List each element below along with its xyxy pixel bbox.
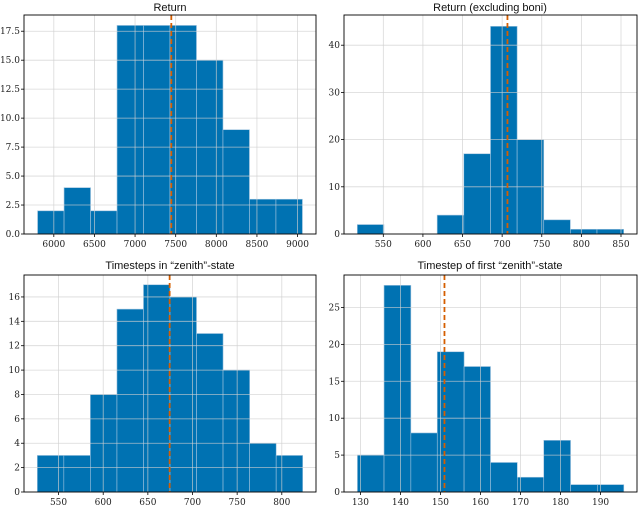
panel-4-bar xyxy=(517,476,545,493)
panel-4-bar xyxy=(597,484,625,493)
panel-2-bar xyxy=(543,219,571,235)
panel-4-y-tick-label: 20 xyxy=(329,340,341,350)
panel-3-title: Timesteps in “zenith”-state xyxy=(105,260,234,272)
panel-3-y-tick-label: 4 xyxy=(14,439,20,449)
panel-4-x-tick-label: 170 xyxy=(512,498,529,506)
panel-3-bar xyxy=(63,455,91,493)
panel-1-x-tick-label: 7000 xyxy=(124,240,147,250)
panel-3-y-tick-label: 6 xyxy=(14,415,20,425)
panel-1-bar xyxy=(116,25,144,235)
panel-2-x-tick-label: 750 xyxy=(533,240,550,250)
panel-2-x-tick-label: 700 xyxy=(494,240,511,250)
panel-3-x-tick-label: 800 xyxy=(273,498,290,506)
panel-2-bar xyxy=(596,228,624,235)
panel-1-bar xyxy=(249,198,277,235)
panel-3-y-tick-label: 8 xyxy=(14,390,20,400)
panel-4-y-tick-label: 0 xyxy=(334,488,340,498)
panel-1-y-tick-label: 10.0 xyxy=(0,114,20,124)
panel-4-y-tick-label: 10 xyxy=(329,414,341,424)
panel-4-x-tick-label: 160 xyxy=(472,498,489,506)
panel-4-x-tick-label: 140 xyxy=(392,498,409,506)
panel-1-bar xyxy=(275,198,303,235)
panel-4-title: Timestep of first “zenith”-state xyxy=(417,260,562,272)
panel-4-x-tick-label: 190 xyxy=(592,498,609,506)
panel-2-bar xyxy=(463,153,491,235)
panel-2-y-tick-label: 10 xyxy=(329,183,341,193)
panel-1-x-tick-label: 8500 xyxy=(245,240,268,250)
panel-3-bar xyxy=(196,333,224,493)
panel-2-y-tick-label: 0 xyxy=(334,230,340,240)
panel-4-bar xyxy=(490,462,518,493)
panel-4-bar xyxy=(383,285,412,493)
panel-1-y-tick-label: 0.0 xyxy=(6,230,21,240)
panel-1-bar xyxy=(169,25,197,235)
panel-1-axes-frame xyxy=(23,14,317,235)
panel-2-x-tick-label: 600 xyxy=(414,240,431,250)
panel-3-x-tick-label: 550 xyxy=(50,498,67,506)
panel-3-bar xyxy=(275,455,303,493)
panel-1-x-tick-label: 6000 xyxy=(42,240,65,250)
panel-3-y-tick-label: 10 xyxy=(9,366,21,376)
panel-4-x-tick-label: 150 xyxy=(432,498,449,506)
panel-4-bar xyxy=(436,351,465,493)
panel-1-bar xyxy=(143,25,171,235)
panel-2-bar xyxy=(357,224,385,235)
panel-1-bar xyxy=(222,129,250,235)
panel-4-bar xyxy=(570,484,598,493)
panel-2-title: Return (excluding boni) xyxy=(433,2,547,14)
panel-4-bar xyxy=(410,432,438,493)
panel-3-y-tick-label: 12 xyxy=(9,342,20,352)
panel-4-bar xyxy=(463,366,491,493)
panel-1-x-tick-label: 7500 xyxy=(164,240,187,250)
panel-3-x-tick-label: 750 xyxy=(229,498,246,506)
panel-3-bar xyxy=(37,455,65,493)
panel-3-y-tick-label: 0 xyxy=(14,488,20,498)
panel-4-x-tick-label: 180 xyxy=(552,498,569,506)
panel-2-bar xyxy=(490,26,518,235)
panel-2-bar xyxy=(436,214,465,235)
panel-1-x-tick-label: 8000 xyxy=(205,240,228,250)
panel-3-y-tick-label: 14 xyxy=(9,317,21,327)
panel-1-y-tick-label: 15.0 xyxy=(0,56,20,66)
panel-2-x-tick-label: 850 xyxy=(612,240,629,250)
panel-3-x-tick-label: 700 xyxy=(184,498,201,506)
panel-3-x-tick-label: 600 xyxy=(95,498,112,506)
panel-1-y-tick-label: 12.5 xyxy=(0,85,20,95)
panel-3-x-tick-label: 650 xyxy=(139,498,156,506)
panel-2-x-tick-label: 800 xyxy=(573,240,590,250)
panel-1-x-tick-label: 6500 xyxy=(83,240,106,250)
panel-2-bar xyxy=(570,228,598,235)
panel-4-y-tick-label: 15 xyxy=(329,377,341,387)
panel-2-y-tick-label: 20 xyxy=(329,136,341,146)
panel-1-y-tick-label: 7.5 xyxy=(6,143,21,153)
panel-3-bar xyxy=(222,369,250,493)
panel-3-bar xyxy=(116,308,144,493)
panel-1-y-tick-label: 17.5 xyxy=(0,27,20,37)
panel-1-bar xyxy=(37,210,65,235)
panel-4-bar xyxy=(357,454,385,493)
panel-4-y-tick-label: 25 xyxy=(329,303,341,313)
panel-1-x-tick-label: 9000 xyxy=(286,240,309,250)
panel-2-x-tick-label: 550 xyxy=(375,240,392,250)
panel-1-title: Return xyxy=(153,2,186,14)
panel-4-bar xyxy=(543,440,571,493)
panel-1-bar xyxy=(63,187,91,235)
panel-2-y-tick-label: 40 xyxy=(329,41,341,51)
panel-2-x-tick-label: 650 xyxy=(454,240,471,250)
panel-4-y-tick-label: 5 xyxy=(334,451,340,461)
panel-2-y-tick-label: 30 xyxy=(329,88,341,98)
panel-1-y-tick-label: 5.0 xyxy=(6,172,21,182)
panel-2-axes-frame xyxy=(343,14,638,235)
panel-3-axes-frame xyxy=(23,274,317,493)
panel-4-x-tick-label: 130 xyxy=(352,498,369,506)
panel-4-axes-frame xyxy=(343,274,638,493)
panel-1-y-tick-label: 2.5 xyxy=(6,201,21,211)
panel-3-y-tick-label: 16 xyxy=(9,293,21,303)
panel-3-y-tick-label: 2 xyxy=(14,464,20,474)
